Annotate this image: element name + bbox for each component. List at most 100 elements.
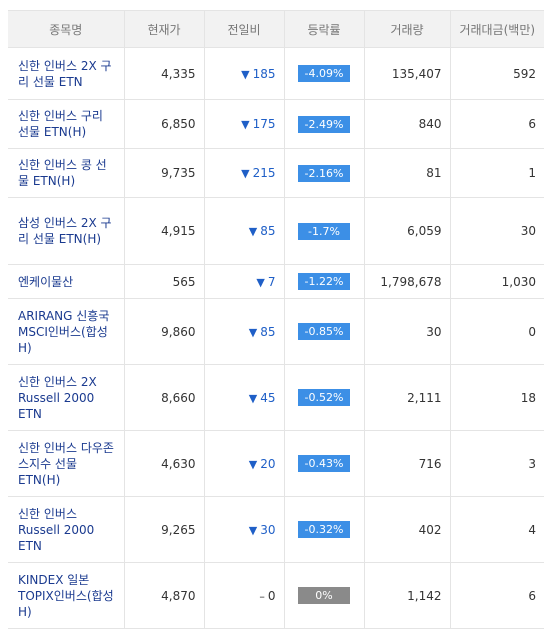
stock-name-link[interactable]: KINDEX 일본 TOPIX인버스(합성 H): [8, 562, 124, 629]
rate-cell: -4.09%: [283, 47, 364, 100]
rate-badge: -2.16%: [298, 164, 350, 182]
down-triangle-icon: ▼: [248, 225, 258, 238]
volume: 1,798,678: [363, 264, 450, 299]
stock-name-link[interactable]: 신한 인버스 콩 선물 ETN(H): [8, 148, 124, 198]
change-cell: ▼ 7: [203, 264, 284, 299]
table-row[interactable]: KINDEX 일본 TOPIX인버스(합성 H) 4,870–0 0% 1,142 6: [8, 562, 544, 629]
rate-badge: -0.85%: [298, 323, 350, 340]
stock-name-link[interactable]: ARIRANG 신흥국 MSCI인버스(합성 H): [8, 298, 124, 365]
rate-cell: -0.32%: [283, 496, 364, 563]
trade-amount: 1: [449, 148, 544, 198]
current-price: 8,660: [123, 364, 204, 431]
change-cell: ▼ 45: [203, 364, 284, 431]
volume: 840: [363, 99, 450, 149]
rate-cell: -2.16%: [283, 148, 364, 198]
current-price: 9,265: [123, 496, 204, 563]
rate-badge: -2.49%: [298, 115, 350, 133]
change-cell: ▼ 175: [203, 99, 284, 149]
stock-name-link[interactable]: 신한 인버스 2X 구리 선물 ETN: [8, 47, 124, 100]
stock-name-link[interactable]: 신한 인버스 2X Russell 2000 ETN: [8, 364, 124, 431]
change-cell: ▼ 85: [203, 298, 284, 365]
change-cell: –0: [203, 562, 284, 629]
down-triangle-icon: ▼: [256, 275, 265, 289]
table-row[interactable]: ARIRANG 신흥국 MSCI인버스(합성 H) 9,860 ▼ 85 -0.85% 3…: [8, 298, 544, 365]
rate-badge: -0.43%: [298, 455, 350, 472]
column-header-change: 전일비: [203, 10, 284, 48]
stock-name-link[interactable]: 신한 인버스 구리 선물 ETN(H): [8, 99, 124, 149]
current-price: 4,870: [123, 562, 204, 629]
current-price: 9,735: [123, 148, 204, 198]
table-row[interactable]: 신한 인버스 2X Russell 2000 ETN 8,660 ▼ 45 -0.52%…: [8, 364, 544, 431]
current-price: 9,860: [123, 298, 204, 365]
rate-cell: -1.7%: [283, 197, 364, 265]
trade-amount: 3: [449, 430, 544, 497]
change-value: 185: [252, 66, 276, 81]
volume: 402: [363, 496, 450, 563]
column-header-price: 현재가: [123, 10, 204, 48]
rate-cell: -1.22%: [283, 264, 364, 299]
current-price: 4,335: [123, 47, 204, 100]
trade-amount: 4: [449, 496, 544, 563]
down-triangle-icon: ▼: [248, 391, 258, 405]
rate-cell: -0.43%: [283, 430, 364, 497]
change-cell: ▼ 30: [203, 496, 284, 563]
trade-amount: 592: [449, 47, 544, 100]
volume: 2,111: [363, 364, 450, 431]
down-triangle-icon: ▼: [241, 67, 250, 81]
table-row[interactable]: 삼성 인버스 2X 구리 선물 ETN(H) 4,915 ▼ 85 -1.7% 6,059…: [8, 197, 544, 265]
down-triangle-icon: ▼: [248, 457, 258, 471]
stock-name-link[interactable]: 삼성 인버스 2X 구리 선물 ETN(H): [8, 197, 124, 265]
change-cell: ▼ 20: [203, 430, 284, 497]
rate-badge: -1.7%: [298, 222, 350, 240]
volume: 81: [363, 148, 450, 198]
column-header-name: 종목명: [8, 10, 124, 48]
rate-cell: -2.49%: [283, 99, 364, 149]
change-value: 30: [260, 522, 276, 537]
down-triangle-icon: ▼: [241, 167, 250, 180]
volume: 30: [363, 298, 450, 365]
rate-badge: -1.22%: [298, 273, 350, 290]
column-header-volume: 거래량: [363, 10, 450, 48]
change-cell: ▼ 215: [203, 148, 284, 198]
table-row[interactable]: 엔케이물산 565 ▼ 7 -1.22% 1,798,678 1,030: [8, 264, 544, 299]
down-triangle-icon: ▼: [248, 523, 258, 537]
rate-badge: -4.09%: [298, 65, 350, 82]
change-value: 7: [267, 274, 276, 289]
rate-cell: -0.85%: [283, 298, 364, 365]
change-cell: ▼ 85: [203, 197, 284, 265]
stock-name-link[interactable]: 신한 인버스 다우존스지수 선물 ETN(H): [8, 430, 124, 497]
table-row[interactable]: 신한 인버스 다우존스지수 선물 ETN(H) 4,630 ▼ 20 -0.43% 716…: [8, 430, 544, 497]
rate-cell: -0.52%: [283, 364, 364, 431]
table-row[interactable]: 신한 인버스 2X 구리 선물 ETN 4,335 ▼ 185 -4.09% 135,40…: [8, 47, 544, 100]
table-row[interactable]: 신한 인버스 콩 선물 ETN(H) 9,735 ▼ 215 -2.16% 81 1: [8, 148, 544, 198]
volume: 1,142: [363, 562, 450, 629]
stock-name-link[interactable]: 엔케이물산: [8, 264, 124, 299]
trade-amount: 1,030: [449, 264, 544, 299]
table-header-row: 종목명 현재가 전일비 등락률 거래량 거래대금(백만): [8, 10, 544, 48]
volume: 135,407: [363, 47, 450, 100]
current-price: 4,915: [123, 197, 204, 265]
trade-amount: 18: [449, 364, 544, 431]
current-price: 6,850: [123, 99, 204, 149]
rate-badge: -0.32%: [298, 521, 350, 538]
trade-amount: 0: [449, 298, 544, 365]
table-row[interactable]: 신한 인버스 구리 선물 ETN(H) 6,850 ▼ 175 -2.49% 840 6: [8, 99, 544, 149]
volume: 716: [363, 430, 450, 497]
stock-table: 종목명 현재가 전일비 등락률 거래량 거래대금(백만) 신한 인버스 2X 구…: [8, 10, 544, 629]
down-triangle-icon: ▼: [241, 118, 250, 131]
change-value: 45: [260, 390, 276, 405]
change-value: 0: [267, 588, 276, 603]
table-row[interactable]: 신한 인버스 Russell 2000 ETN 9,265 ▼ 30 -0.32% 402…: [8, 496, 544, 563]
trade-amount: 30: [449, 197, 544, 265]
change-value: 85: [260, 224, 276, 238]
change-value: 215: [252, 166, 276, 180]
change-value: 85: [260, 324, 276, 339]
change-cell: ▼ 185: [203, 47, 284, 100]
flat-dash-icon: –: [259, 589, 265, 603]
column-header-rate: 등락률: [283, 10, 364, 48]
current-price: 4,630: [123, 430, 204, 497]
column-header-amount: 거래대금(백만): [449, 10, 544, 48]
trade-amount: 6: [449, 562, 544, 629]
stock-name-link[interactable]: 신한 인버스 Russell 2000 ETN: [8, 496, 124, 563]
